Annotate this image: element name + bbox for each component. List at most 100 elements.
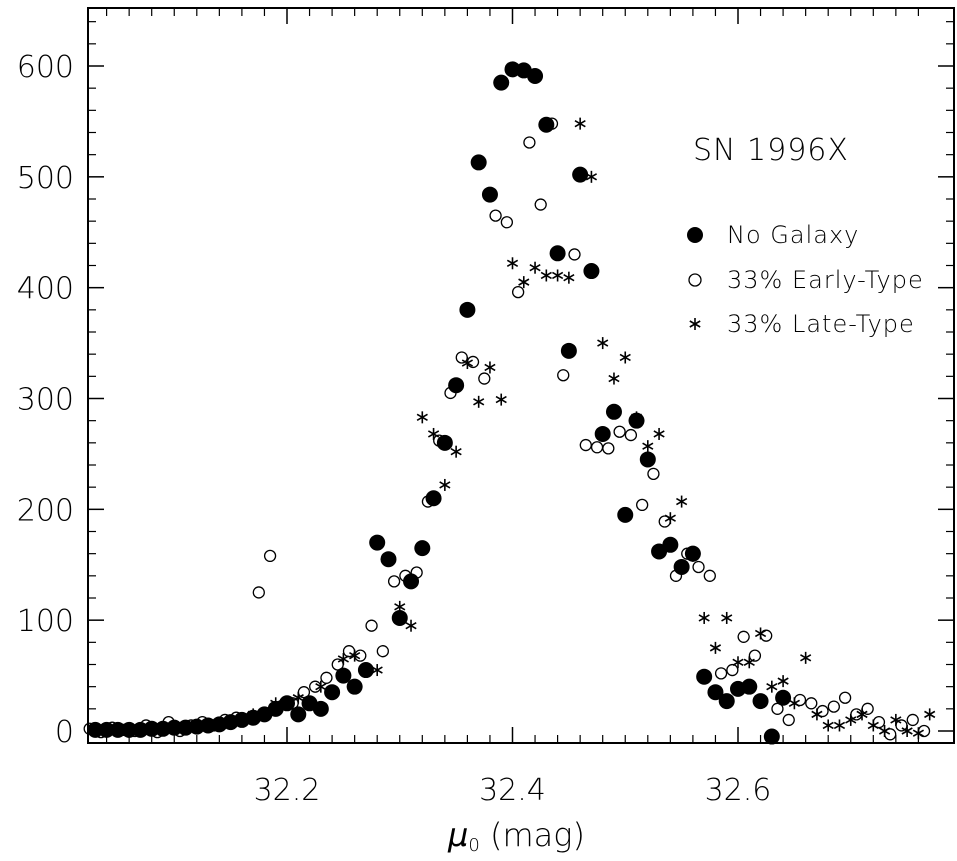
data-point bbox=[624, 428, 638, 442]
data-point bbox=[602, 442, 615, 455]
series-open-circle bbox=[83, 117, 931, 741]
data-point bbox=[134, 722, 147, 735]
data-point bbox=[157, 721, 169, 734]
data-point bbox=[766, 680, 778, 693]
data-point bbox=[696, 668, 713, 685]
data-point bbox=[549, 245, 566, 262]
data-point bbox=[394, 600, 406, 613]
axis-tick-labels: 0 100 200 300 400 500 600 32.2 32.4 32.6 bbox=[17, 50, 772, 808]
data-point bbox=[676, 495, 688, 508]
legend-marker-open-circle bbox=[688, 273, 702, 287]
data-point bbox=[833, 719, 846, 732]
data-point bbox=[741, 678, 758, 695]
data-point bbox=[399, 569, 412, 582]
data-point bbox=[410, 566, 423, 579]
data-point bbox=[433, 434, 446, 447]
data-point bbox=[263, 549, 277, 563]
data-point bbox=[782, 713, 795, 727]
y-tick-label: 0 bbox=[55, 715, 74, 750]
data-point bbox=[709, 641, 722, 654]
data-point bbox=[647, 467, 660, 481]
data-point bbox=[732, 656, 744, 669]
x-tick-label: 32.4 bbox=[479, 773, 546, 808]
data-point bbox=[838, 691, 852, 704]
data-point bbox=[292, 691, 304, 704]
x-axis-title: μ0 (mag) bbox=[447, 816, 585, 856]
data-point bbox=[534, 198, 547, 211]
legend-label: 33% Late-Type bbox=[727, 310, 915, 338]
data-point bbox=[568, 248, 581, 261]
data-point bbox=[166, 719, 183, 736]
x-tick-label: 32.2 bbox=[254, 773, 321, 808]
y-tick-label: 200 bbox=[17, 493, 74, 528]
data-point bbox=[590, 441, 604, 454]
data-point bbox=[557, 369, 570, 382]
data-point bbox=[585, 170, 598, 183]
data-point bbox=[698, 611, 710, 624]
data-point bbox=[748, 649, 762, 662]
data-point bbox=[459, 301, 476, 318]
data-point bbox=[380, 551, 397, 568]
axis-ticks bbox=[88, 8, 954, 743]
data-point bbox=[202, 719, 214, 732]
data-point bbox=[416, 411, 428, 424]
data-point bbox=[613, 425, 626, 438]
data-point bbox=[906, 713, 919, 727]
data-point bbox=[495, 393, 507, 406]
data-point bbox=[387, 575, 401, 588]
data-point bbox=[912, 727, 924, 740]
data-point bbox=[545, 117, 559, 130]
chart-annotation: SN 1996X bbox=[693, 133, 849, 168]
data-point bbox=[707, 684, 724, 701]
y-tick-label: 400 bbox=[17, 272, 74, 307]
data-point bbox=[777, 675, 789, 688]
data-point bbox=[324, 684, 341, 701]
data-point bbox=[450, 445, 462, 458]
data-point bbox=[312, 700, 329, 717]
data-point bbox=[337, 652, 349, 665]
data-point bbox=[376, 645, 389, 658]
data-point bbox=[473, 395, 485, 408]
data-point bbox=[743, 656, 755, 669]
x-tick-label: 32.6 bbox=[705, 773, 772, 808]
data-point bbox=[225, 716, 237, 729]
series-filled-circle bbox=[87, 61, 792, 745]
data-point bbox=[597, 337, 609, 350]
data-point bbox=[594, 425, 611, 442]
data-point bbox=[692, 560, 705, 574]
legend-entry-early-type: 33% Early-Type bbox=[688, 266, 924, 294]
data-point bbox=[630, 411, 643, 424]
data-point bbox=[290, 706, 307, 723]
legend-marker-filled-circle bbox=[687, 227, 703, 243]
data-point bbox=[481, 186, 498, 203]
data-point bbox=[346, 678, 363, 695]
legend-entry-late-type: 33% Late-Type bbox=[689, 310, 915, 338]
data-point bbox=[662, 536, 679, 553]
data-point bbox=[583, 263, 600, 280]
data-point bbox=[827, 700, 840, 713]
data-point bbox=[867, 719, 879, 732]
data-point bbox=[489, 209, 502, 222]
data-point bbox=[478, 372, 491, 385]
legend-label: 33% Early-Type bbox=[727, 266, 924, 294]
data-point bbox=[726, 663, 739, 677]
data-point bbox=[354, 649, 367, 662]
data-point bbox=[493, 74, 510, 91]
data-points bbox=[83, 61, 936, 745]
data-point bbox=[518, 276, 530, 289]
data-point bbox=[752, 693, 769, 710]
data-point bbox=[560, 342, 577, 359]
data-point bbox=[608, 372, 620, 385]
data-point bbox=[763, 728, 780, 745]
legend-label: No Galaxy bbox=[727, 221, 859, 249]
data-point bbox=[574, 117, 586, 130]
data-point bbox=[529, 261, 541, 274]
data-point bbox=[371, 664, 383, 677]
data-point bbox=[365, 619, 378, 632]
data-point bbox=[737, 630, 750, 643]
data-point bbox=[335, 667, 352, 684]
data-point bbox=[800, 651, 812, 664]
data-point bbox=[444, 386, 457, 400]
data-point bbox=[890, 713, 902, 726]
